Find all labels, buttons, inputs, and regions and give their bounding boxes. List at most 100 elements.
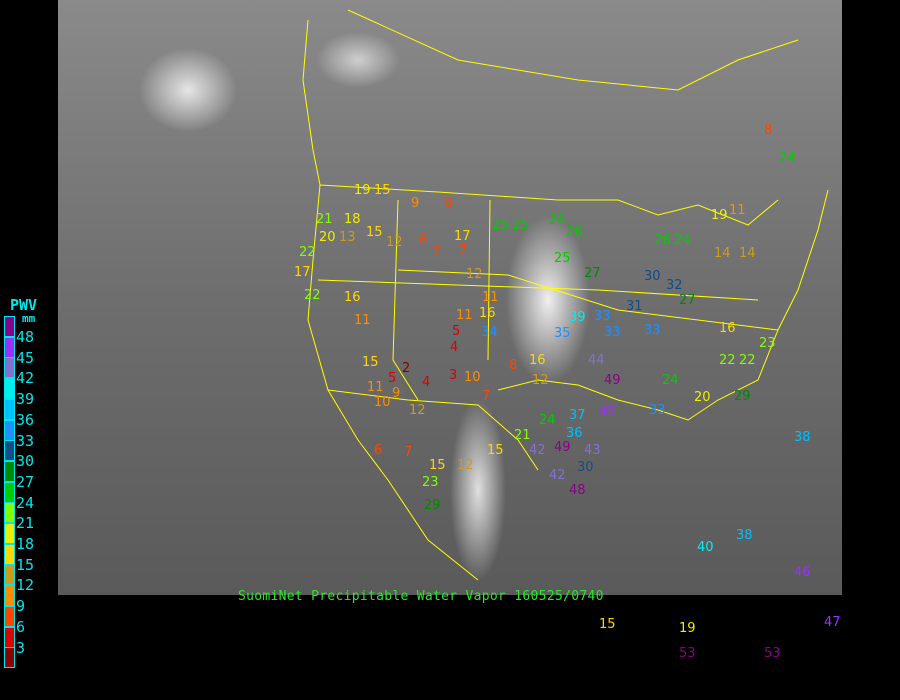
station-pwv-value: 20: [319, 230, 336, 245]
state-lines-3: [317, 279, 759, 301]
station-pwv-value: 15: [362, 355, 379, 370]
station-pwv-value: 16: [719, 321, 736, 336]
station-pwv-value: 22: [719, 353, 736, 368]
station-pwv-value: 17: [294, 265, 311, 280]
station-pwv-value: 35: [554, 326, 571, 341]
legend-label: 42: [16, 369, 35, 388]
station-pwv-value: 24: [662, 373, 679, 388]
station-pwv-value: 10: [374, 395, 391, 410]
map-title: SuomiNet Precipitable Water Vapor 160525…: [238, 589, 604, 604]
station-pwv-value: 25: [492, 218, 509, 233]
legend-title: PWV: [10, 296, 38, 314]
station-pwv-value: 9: [411, 196, 420, 211]
station-pwv-value: 29: [424, 498, 441, 513]
station-pwv-value: 43: [584, 443, 601, 458]
station-pwv-value: 6: [374, 443, 383, 458]
station-pwv-value: 11: [354, 313, 371, 328]
legend-swatch: [4, 626, 15, 648]
station-pwv-value: 12: [457, 458, 474, 473]
legend-label: 33: [16, 431, 35, 450]
station-pwv-value: 12: [409, 403, 426, 418]
station-pwv-value: 17: [454, 229, 471, 244]
station-pwv-value: 24: [779, 151, 796, 166]
station-pwv-value: 16: [529, 353, 546, 368]
legend-label: 9: [16, 597, 26, 616]
station-pwv-value: 21: [514, 428, 531, 443]
legend-label: 48: [16, 328, 35, 346]
legend-label: 21: [16, 514, 35, 533]
legend-swatch: [4, 336, 15, 358]
station-pwv-value: 30: [577, 460, 594, 475]
legend-swatch: [4, 357, 15, 379]
station-pwv-value: 38: [736, 528, 753, 543]
station-pwv-value: 23: [759, 336, 776, 351]
gulf-coast: [497, 189, 829, 421]
station-pwv-value: 4: [422, 375, 431, 390]
station-pwv-value: 16: [479, 306, 496, 321]
station-pwv-value: 14: [714, 246, 731, 261]
station-pwv-value: 15: [374, 183, 391, 198]
station-pwv-value: 53: [679, 646, 696, 661]
station-pwv-value: 39: [569, 310, 586, 325]
station-pwv-value: 15: [599, 617, 616, 632]
station-pwv-value: 34: [481, 325, 498, 340]
station-pwv-value: 11: [367, 380, 384, 395]
station-pwv-value: 30: [644, 269, 661, 284]
station-pwv-value: 44: [588, 353, 605, 368]
station-pwv-value: 5: [452, 324, 461, 339]
legend-label: 27: [16, 472, 35, 491]
station-pwv-value: 23: [422, 475, 439, 490]
station-pwv-value: 11: [482, 290, 499, 305]
geographic-outlines: [302, 9, 829, 581]
station-pwv-value: 12: [466, 267, 483, 282]
station-pwv-value: 15: [487, 443, 504, 458]
station-pwv-value: 33: [649, 403, 666, 418]
station-pwv-value: 25: [554, 251, 571, 266]
state-lines-2: [487, 199, 491, 361]
legend-swatch: [4, 543, 15, 565]
station-pwv-value: 11: [456, 308, 473, 323]
station-pwv-value: 49: [604, 373, 621, 388]
station-pwv-value: 8: [509, 358, 518, 373]
station-pwv-value: 24: [539, 413, 556, 428]
station-pwv-value: 5: [388, 371, 397, 386]
legend-swatch: [4, 564, 15, 586]
station-pwv-value: 33: [604, 325, 621, 340]
legend-label: 39: [16, 390, 35, 409]
station-pwv-value: 40: [697, 540, 714, 555]
station-pwv-value: 15: [429, 458, 446, 473]
station-pwv-value: 7: [404, 445, 413, 460]
station-pwv-value: 37: [569, 408, 586, 423]
station-pwv-value: 32: [666, 278, 683, 293]
legend-label: 24: [16, 493, 35, 512]
satellite-map[interactable]: 19 15 9 8 21 18 15 12 20 13 6 17 7 7 12 25 25 26 26 25 27 26 2…: [58, 0, 842, 660]
station-pwv-value: 2: [402, 361, 411, 376]
station-pwv-value: 7: [432, 245, 441, 260]
station-pwv-value: 33: [594, 309, 611, 324]
legend-label: 36: [16, 410, 35, 429]
legend-swatch: [4, 481, 15, 503]
station-pwv-value: 19: [711, 208, 728, 223]
legend-label: 18: [16, 535, 35, 553]
station-pwv-value: 29: [734, 389, 751, 404]
station-pwv-value: 9: [392, 386, 401, 401]
station-pwv-value: 49: [554, 440, 571, 455]
legend-swatch: [4, 523, 15, 544]
legend-swatch: [4, 585, 15, 607]
station-pwv-value: 27: [679, 293, 696, 308]
legend-unit: mm: [22, 312, 36, 325]
station-pwv-value: 42: [529, 443, 546, 458]
station-pwv-value: 24: [674, 233, 691, 248]
station-pwv-value: 18: [344, 212, 361, 227]
station-pwv-value: 27: [584, 266, 601, 281]
legend-swatch: [4, 378, 15, 400]
station-pwv-value: 6: [419, 233, 428, 248]
legend-swatch: [4, 647, 15, 669]
station-pwv-value: 47: [824, 615, 841, 630]
station-pwv-value: 20: [694, 390, 711, 405]
station-pwv-value: 26: [549, 213, 566, 228]
state-lines-4: [397, 269, 779, 331]
station-pwv-value: 53: [764, 646, 781, 661]
station-pwv-value: 7: [482, 389, 491, 404]
legend-swatch: [4, 419, 15, 441]
